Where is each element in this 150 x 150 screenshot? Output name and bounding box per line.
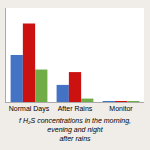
- svg-text:After Rains: After Rains: [58, 105, 93, 112]
- svg-text:f H₂S concentrations in the mo: f H₂S concentrations in the morning,even…: [19, 117, 131, 142]
- svg-text:Monitor: Monitor: [109, 105, 133, 112]
- svg-text:Normal Days: Normal Days: [9, 105, 50, 113]
